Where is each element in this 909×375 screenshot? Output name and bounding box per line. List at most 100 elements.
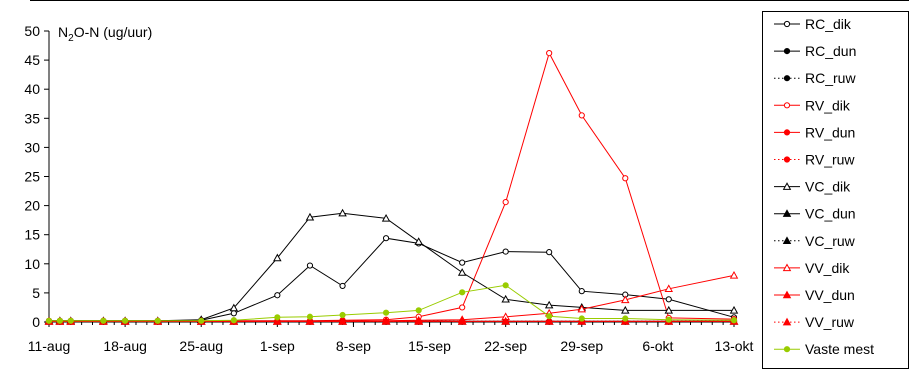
legend-swatch-marker-vv-dun (782, 290, 792, 299)
data-point-vc-dik (621, 305, 630, 314)
data-point-vc-dik (414, 237, 423, 245)
data-point-vc-dik (381, 213, 391, 222)
data-point-rc-dik (339, 282, 346, 290)
legend-label-vaste-mest: Vaste mest (805, 341, 874, 357)
legend-label-vv-dik: VV_dik (805, 260, 850, 276)
x-tick-label: 11-aug (28, 338, 71, 354)
x-tick-label: 15-sep (408, 338, 451, 354)
data-point-vaste-mest (665, 316, 672, 323)
data-point-vaste-mest (382, 309, 390, 316)
y-tick-label: 45 (24, 52, 40, 68)
legend-label-rc-ruw: RC_ruw (805, 70, 856, 86)
x-tick-label: 18-aug (103, 338, 147, 354)
data-point-vc-dik (273, 253, 282, 262)
data-point-vc-dik (501, 294, 510, 303)
series-line-rv-dik (49, 51, 735, 322)
y-tick-label: 35 (24, 110, 40, 126)
data-point-rc-dik (382, 235, 390, 242)
series-group (44, 50, 739, 325)
data-point-vv-ruw (457, 316, 467, 325)
data-point-vv-dik (729, 271, 739, 279)
data-point-vaste-mest (339, 311, 346, 319)
legend-swatch-marker-vaste-mest (783, 346, 791, 353)
data-point-vc-dik (229, 303, 239, 312)
data-point-rc-dik (502, 248, 509, 255)
series-line-vv-dik (49, 274, 735, 322)
y-axis-title: N2O-N (ug/uur) (58, 24, 152, 44)
data-point-rc-dik (230, 310, 237, 317)
data-point-vaste-mest (306, 313, 314, 320)
series-rc-dik (45, 235, 738, 324)
y-tick-label: 10 (24, 256, 40, 272)
data-point-vaste-mest (578, 315, 585, 322)
series-vc-dik (44, 208, 739, 325)
y-tick-label: 5 (32, 285, 40, 301)
x-tick-label: 29-sep (560, 338, 603, 354)
y-axis-title-subscript: 2 (68, 33, 74, 44)
legend-swatch-vc-ruw (774, 236, 800, 245)
legend-swatch-rv-ruw (774, 156, 800, 163)
data-point-rv-dik (546, 50, 553, 57)
legend-box (762, 11, 909, 369)
legend-swatch-rv-dun (774, 129, 800, 136)
data-point-rc-dik (306, 262, 314, 269)
y-axis-title-main: N (58, 24, 68, 40)
data-point-vaste-mest (56, 317, 63, 324)
data-point-rc-dik (274, 292, 281, 299)
legend-label-rv-dun: RV_dun (805, 124, 855, 140)
legend-label-vv-ruw: VV_ruw (805, 314, 855, 330)
data-point-vv-ruw (305, 316, 315, 325)
legend-swatch-vc-dun (774, 209, 800, 217)
data-point-vaste-mest (100, 317, 107, 324)
y-tick-label: 50 (24, 23, 40, 39)
legend-label-vc-ruw: VC_ruw (805, 233, 856, 249)
legend-label-rc-dun: RC_dun (805, 43, 856, 59)
data-point-rc-dik (546, 249, 553, 256)
series-vv-dik (44, 271, 739, 325)
data-point-vaste-mest (198, 317, 205, 324)
data-point-rc-dik (578, 288, 585, 295)
series-line-vaste-mest (49, 284, 735, 322)
data-point-vaste-mest (546, 313, 553, 320)
legend-label-vc-dik: VC_dik (805, 179, 851, 195)
data-point-vaste-mest (122, 317, 129, 324)
y-tick-label: 15 (24, 227, 40, 243)
data-point-vc-dik (338, 208, 347, 217)
data-point-vc-dik (544, 300, 554, 309)
legend-swatch-marker-vv-dik (782, 263, 792, 272)
legend-label-rv-dik: RV_dik (805, 97, 851, 113)
legend-swatch-marker-vc-dik (782, 182, 792, 190)
legend-label-vv-dun: VV_dun (805, 287, 855, 303)
legend-label-vc-dun: VC_dun (805, 206, 856, 222)
data-point-vaste-mest (274, 314, 281, 321)
x-tick-label: 25-aug (179, 338, 223, 354)
legend-label-rc-dik: RC_dik (805, 16, 852, 32)
data-point-vaste-mest (415, 307, 422, 314)
data-point-rv-dik (622, 175, 629, 182)
data-point-vv-ruw (414, 316, 423, 325)
legend-swatch-marker-rc-dun (783, 48, 791, 55)
y-tick-label: 20 (24, 198, 40, 214)
legend-swatch-vv-ruw (774, 317, 800, 326)
legend-swatch-marker-rv-dun (783, 129, 791, 136)
data-point-vc-dik (457, 268, 467, 276)
x-tick-label: 22-sep (484, 338, 527, 354)
legend-swatch-marker-vv-ruw (782, 317, 792, 326)
data-point-vv-dik (664, 284, 674, 293)
data-point-vaste-mest (45, 317, 53, 324)
legend-swatch-vv-dun (774, 290, 800, 299)
data-point-vv-ruw (338, 316, 347, 325)
data-point-vaste-mest (622, 315, 629, 322)
data-point-vaste-mest (502, 282, 509, 289)
legend-label-rv-ruw: RV_ruw (805, 152, 855, 168)
legend-swatch-marker-rc-dik (783, 20, 791, 28)
data-point-rv-dik (578, 112, 585, 119)
series-line-rc-dik (49, 237, 735, 322)
legend-swatch-vc-dik (774, 182, 800, 190)
series-rv-dik (45, 50, 738, 324)
legend-swatch-vaste-mest (774, 346, 800, 353)
data-point-vc-dik (729, 305, 739, 314)
legend-swatch-marker-vc-dun (782, 209, 792, 217)
